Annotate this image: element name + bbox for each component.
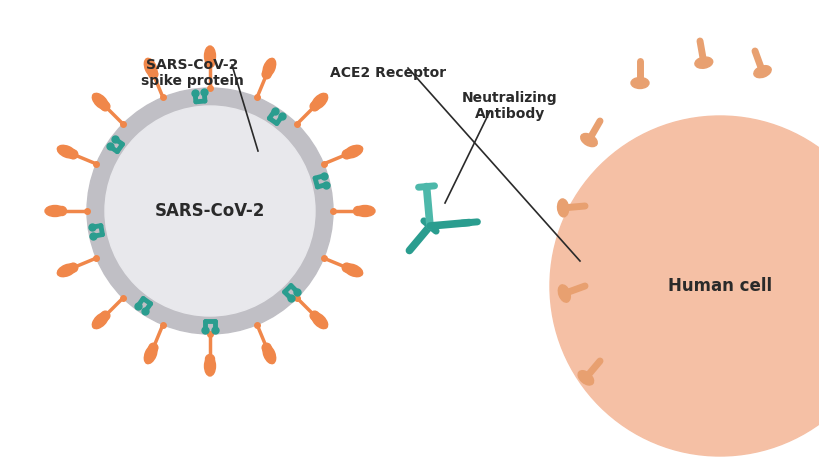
Ellipse shape <box>694 57 712 68</box>
Circle shape <box>149 343 158 352</box>
Circle shape <box>310 311 319 320</box>
Circle shape <box>206 59 215 67</box>
Ellipse shape <box>204 46 215 66</box>
Circle shape <box>149 70 158 79</box>
Circle shape <box>57 207 66 215</box>
Ellipse shape <box>144 345 157 364</box>
Ellipse shape <box>45 206 65 217</box>
Text: Human cell: Human cell <box>667 277 771 295</box>
Ellipse shape <box>204 356 215 376</box>
Circle shape <box>342 150 351 159</box>
Ellipse shape <box>557 199 568 217</box>
Circle shape <box>69 150 78 159</box>
Ellipse shape <box>57 145 76 158</box>
Circle shape <box>105 106 314 316</box>
Circle shape <box>206 355 215 364</box>
Ellipse shape <box>57 264 76 277</box>
Circle shape <box>550 116 819 456</box>
Ellipse shape <box>144 59 157 77</box>
Ellipse shape <box>263 345 275 364</box>
Circle shape <box>310 102 319 111</box>
Circle shape <box>101 311 110 320</box>
Ellipse shape <box>93 93 108 109</box>
Ellipse shape <box>753 65 770 78</box>
Ellipse shape <box>263 59 275 77</box>
Text: SARS-CoV-2: SARS-CoV-2 <box>155 202 265 220</box>
Ellipse shape <box>311 313 328 329</box>
Circle shape <box>262 343 271 352</box>
Ellipse shape <box>343 145 362 158</box>
Circle shape <box>101 102 110 111</box>
Circle shape <box>342 263 351 272</box>
Circle shape <box>353 207 362 215</box>
Text: Neutralizing
Antibody: Neutralizing Antibody <box>462 91 557 121</box>
Ellipse shape <box>580 134 596 147</box>
Ellipse shape <box>577 371 593 385</box>
Ellipse shape <box>311 93 328 109</box>
Circle shape <box>69 263 78 272</box>
Ellipse shape <box>355 206 374 217</box>
Circle shape <box>87 88 333 334</box>
Ellipse shape <box>343 264 362 277</box>
Circle shape <box>262 70 271 79</box>
Ellipse shape <box>631 77 648 89</box>
Ellipse shape <box>93 313 108 329</box>
Ellipse shape <box>558 285 570 302</box>
Text: ACE2 Receptor: ACE2 Receptor <box>329 66 446 80</box>
Text: SARS-CoV-2
spike protein: SARS-CoV-2 spike protein <box>140 58 243 88</box>
